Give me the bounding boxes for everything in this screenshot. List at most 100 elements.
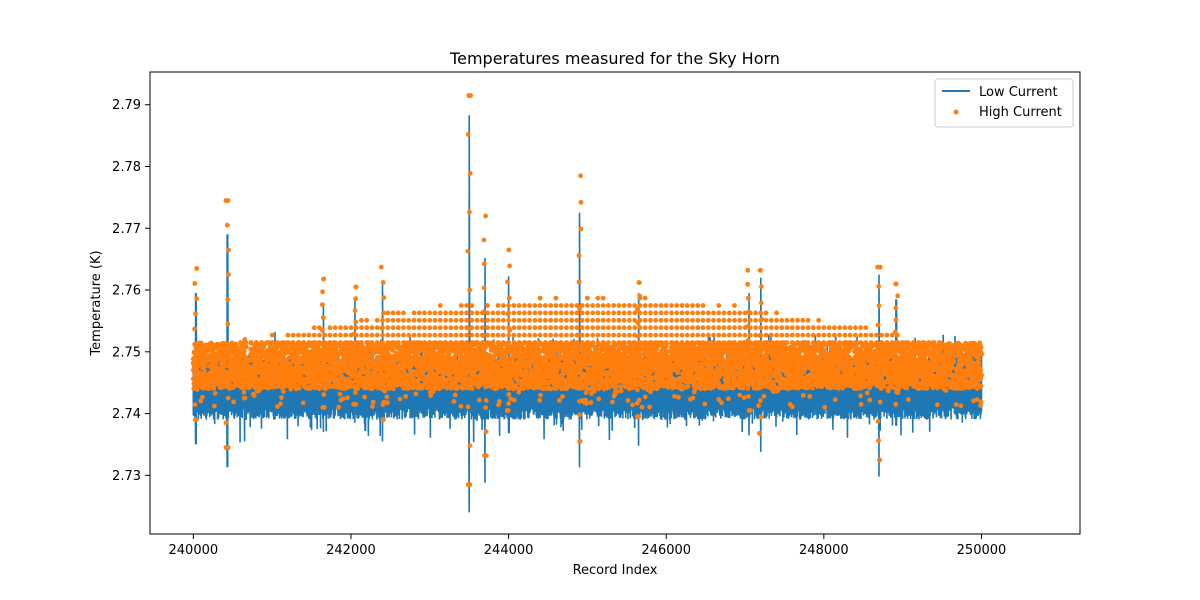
high-current-point (558, 325, 564, 331)
high-current-point (569, 332, 575, 338)
high-current-point (648, 317, 653, 323)
high-current-point (611, 325, 617, 331)
high-current-point (590, 332, 596, 338)
high-current-point (527, 310, 532, 316)
high-current-point (411, 332, 417, 338)
high-current-point (211, 385, 217, 391)
high-current-point (403, 394, 409, 399)
high-current-point (483, 398, 489, 403)
high-current-point (663, 303, 669, 308)
high-current-point (532, 303, 538, 308)
high-current-point (384, 400, 390, 406)
high-current-point (548, 310, 553, 316)
high-current-point (630, 402, 635, 408)
high-current-point (557, 398, 562, 403)
high-current-point (296, 385, 302, 391)
high-current-point (451, 399, 457, 404)
high-current-point (364, 317, 370, 323)
high-current-point (485, 325, 490, 331)
high-current-point (202, 368, 208, 374)
high-current-point (437, 303, 443, 308)
high-current-point (485, 332, 490, 338)
high-current-point (340, 396, 346, 402)
high-current-point (490, 317, 496, 323)
high-current-point (327, 332, 333, 338)
high-current-point (506, 317, 511, 323)
high-current-point (416, 325, 422, 331)
high-current-point (537, 397, 543, 403)
high-current-point (469, 332, 475, 338)
high-current-point (500, 325, 506, 331)
high-current-point (616, 325, 622, 331)
high-current-point (600, 317, 606, 323)
high-current-point (345, 395, 350, 401)
high-current-point (621, 325, 627, 331)
high-current-point (252, 385, 258, 391)
high-current-point (485, 317, 490, 323)
high-current-point (663, 332, 669, 338)
high-current-point (537, 317, 543, 323)
high-current-point (443, 317, 448, 323)
high-current-point (364, 348, 370, 353)
high-current-point (268, 364, 273, 369)
high-current-point (495, 303, 501, 308)
high-current-point (453, 317, 459, 323)
high-current-point (611, 310, 617, 316)
high-current-point (553, 317, 559, 323)
high-current-point (621, 340, 627, 345)
high-current-point (674, 317, 680, 323)
high-current-point (569, 325, 575, 331)
high-current-point (611, 303, 617, 308)
high-current-point (416, 332, 422, 338)
high-current-point (359, 332, 364, 338)
high-current-point (422, 325, 427, 331)
high-current-point (618, 388, 624, 394)
high-current-point (669, 317, 674, 323)
high-current-point (632, 303, 638, 308)
high-current-point (401, 317, 406, 323)
high-current-point (359, 325, 364, 331)
high-current-point (332, 325, 338, 331)
high-current-point (669, 325, 674, 331)
high-current-point (500, 303, 506, 308)
high-current-point (522, 332, 527, 338)
high-current-point (564, 325, 569, 331)
high-current-point (257, 344, 262, 349)
high-current-point (627, 317, 632, 323)
high-current-point (390, 332, 396, 338)
high-current-point (458, 325, 464, 331)
high-current-point (527, 325, 532, 331)
high-current-point (579, 310, 585, 316)
high-current-point (458, 303, 464, 308)
high-current-point (397, 396, 403, 402)
high-current-point (537, 303, 543, 308)
high-current-point (453, 310, 459, 316)
high-current-point (374, 325, 380, 331)
high-current-point (427, 317, 433, 323)
high-current-point (479, 325, 485, 331)
high-current-point (516, 317, 522, 323)
high-current-point (585, 310, 590, 316)
high-current-point (684, 332, 690, 338)
chart-title: Temperatures measured for the Sky Horn (449, 49, 780, 68)
high-current-point (558, 317, 564, 323)
high-current-point (679, 310, 685, 316)
high-current-point (343, 332, 349, 338)
high-current-point (600, 295, 606, 301)
high-current-point (479, 317, 485, 323)
high-current-point (516, 332, 522, 338)
high-current-point (231, 399, 237, 405)
high-current-point (583, 390, 589, 396)
high-current-point (606, 310, 611, 316)
high-current-point (374, 317, 380, 323)
high-current-point (474, 317, 480, 323)
high-current-point (490, 332, 496, 338)
high-current-point (532, 310, 538, 316)
high-current-point (616, 332, 622, 338)
high-current-point (469, 386, 475, 392)
high-current-point (443, 332, 448, 338)
high-current-point (595, 295, 601, 301)
high-current-point (641, 376, 647, 382)
high-current-point (337, 391, 343, 397)
high-current-point (574, 317, 580, 323)
